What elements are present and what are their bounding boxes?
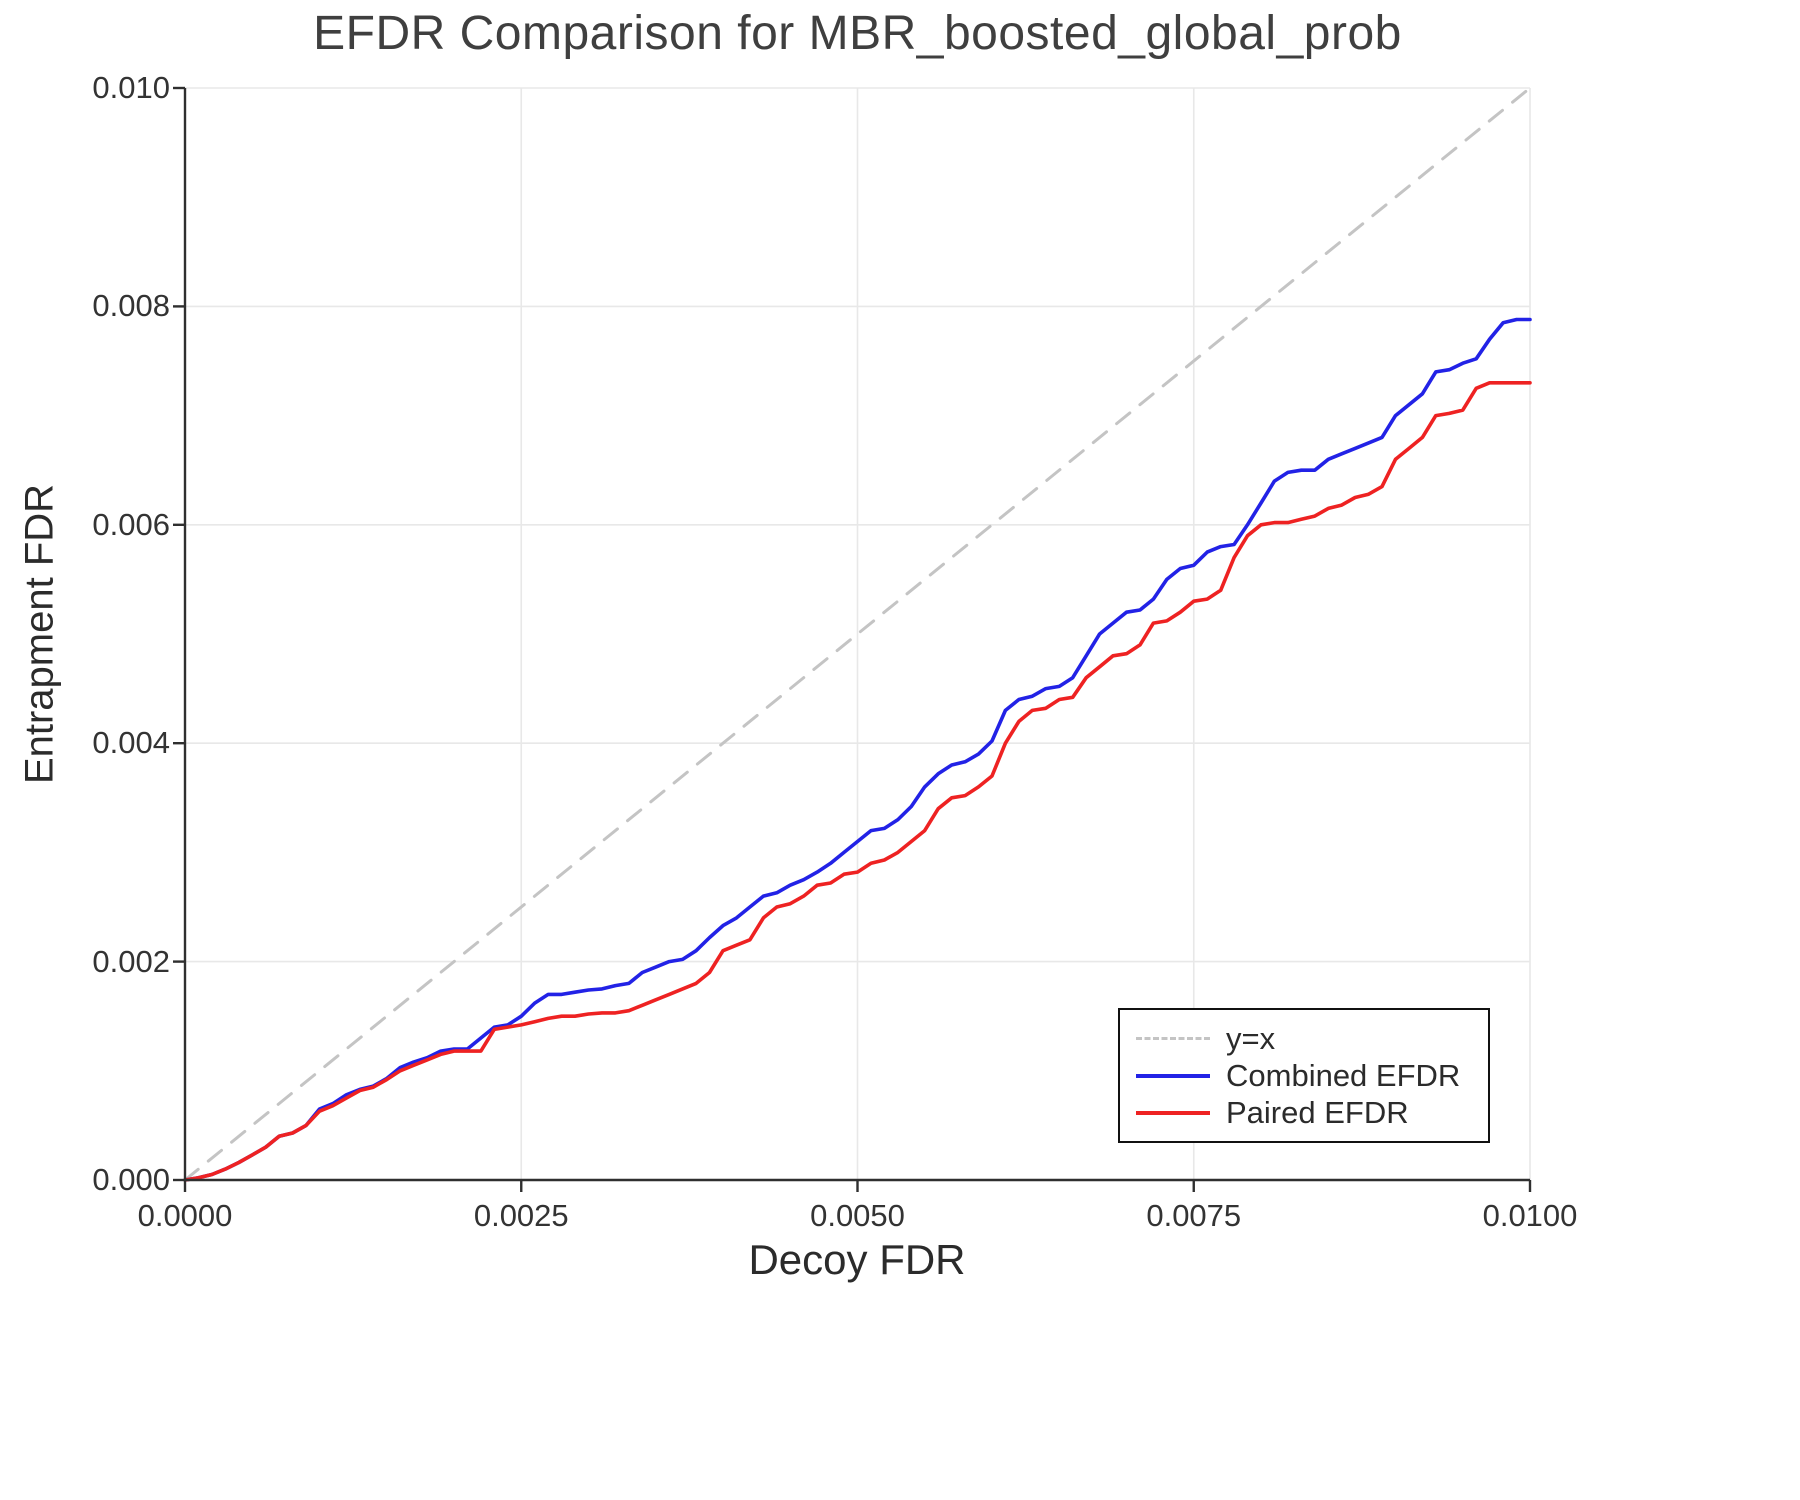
y-tick-label: 0.000 xyxy=(92,1162,170,1197)
legend-entry-yx: y=x xyxy=(1136,1020,1472,1057)
combined-line-swatch-icon xyxy=(1136,1073,1210,1078)
series-line-0 xyxy=(183,86,1532,1182)
x-tick-label: 0.0000 xyxy=(137,1198,233,1233)
y-tick-label: 0.010 xyxy=(92,70,170,105)
legend-label-yx: y=x xyxy=(1226,1021,1276,1056)
series-line-2 xyxy=(183,380,1532,1182)
chart-title: EFDR Comparison for MBR_boosted_global_p… xyxy=(313,7,1402,60)
legend-label-combined: Combined EFDR xyxy=(1226,1058,1461,1093)
x-tick-label: 0.0075 xyxy=(1146,1198,1242,1233)
x-tick-label: 0.0025 xyxy=(473,1198,569,1233)
paired-line-swatch-icon xyxy=(1136,1110,1210,1115)
legend-entry-combined: Combined EFDR xyxy=(1136,1057,1472,1094)
y-tick-label: 0.008 xyxy=(92,288,170,324)
legend: y=x Combined EFDR Paired EFDR xyxy=(1118,1008,1490,1143)
x-tick-label: 0.0100 xyxy=(1482,1198,1578,1233)
identity-line-swatch-icon xyxy=(1136,1037,1210,1040)
y-tick-label: 0.002 xyxy=(92,943,170,979)
y-tick-label: 0.004 xyxy=(92,725,170,761)
legend-entry-paired: Paired EFDR xyxy=(1136,1094,1472,1131)
x-tick-label: 0.0050 xyxy=(810,1198,905,1233)
series-line-1 xyxy=(183,317,1532,1182)
legend-label-paired: Paired EFDR xyxy=(1226,1095,1409,1130)
x-axis-label: Decoy FDR xyxy=(748,1236,966,1283)
y-tick-label: 0.006 xyxy=(92,506,170,542)
